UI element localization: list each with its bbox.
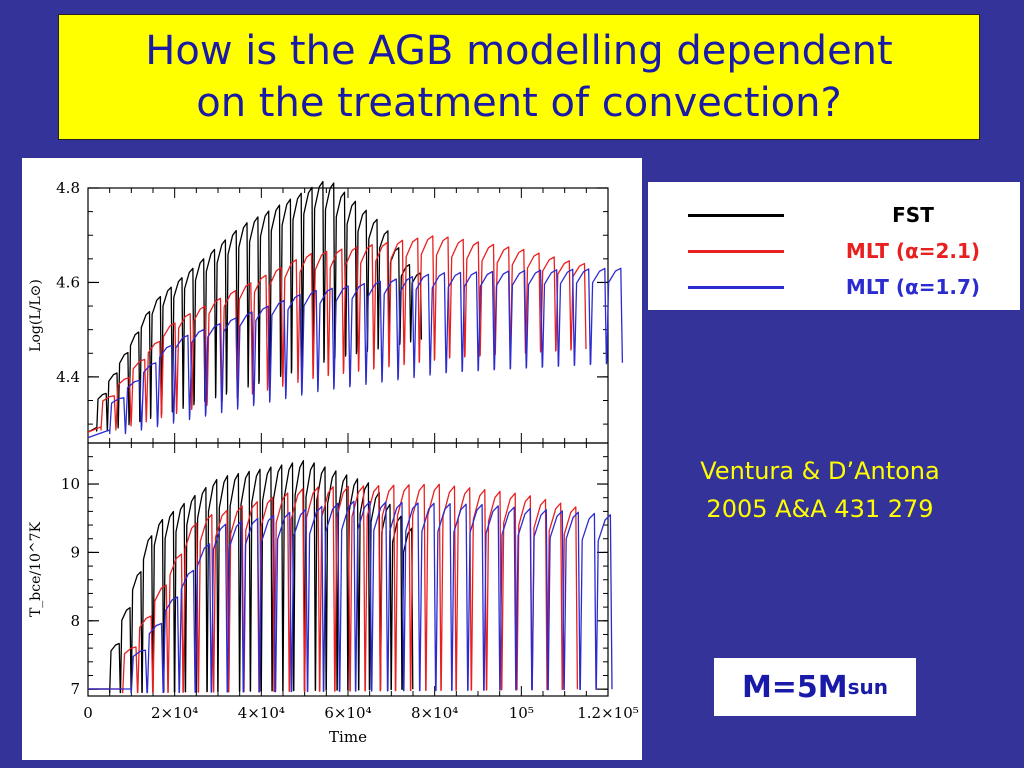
y-axis-label-0: Log(L/L⊙) <box>28 279 44 352</box>
y-tick-label: 8 <box>70 612 80 630</box>
citation-reference: 2005 A&A 431 279 <box>706 495 934 523</box>
title-line-1: How is the AGB modelling dependent <box>145 28 893 74</box>
x-tick-label: 0 <box>83 704 93 722</box>
luminosity-temperature-chart: 4.4 4.6 4.8 Log(L/L⊙) 7 8 9 10 T_bce/10^7K 0 2×10… <box>28 179 639 746</box>
legend-label-mlt-2-1: MLT (α=2.1) <box>845 239 981 263</box>
y-tick-label: 4.8 <box>56 179 80 197</box>
y-tick-label: 9 <box>70 543 80 561</box>
y-tick-label: 4.6 <box>56 273 80 291</box>
x-axis-label: Time <box>329 728 367 746</box>
y-tick-label: 7 <box>70 680 80 698</box>
series-line-fst-0 <box>87 180 423 433</box>
mass-label: M=5M sun <box>714 658 916 716</box>
bottom-panel-temperature: 7 8 9 10 T_bce/10^7K 0 2×10⁴ 4×10⁴ 6×10⁴ 8×10⁴ 10⁵… <box>28 442 639 746</box>
panel-frame-0 <box>87 187 609 444</box>
x-tick-label: 8×10⁴ <box>411 704 458 722</box>
x-tick-label: 4×10⁴ <box>238 704 285 722</box>
series-line-mlt-1-7-1 <box>88 500 613 694</box>
mass-label-sub: sun <box>847 675 889 699</box>
legend-label-mlt-1-7: MLT (α=1.7) <box>845 275 981 299</box>
x-tick-label: 6×10⁴ <box>324 704 371 722</box>
legend: FST MLT (α=2.1) MLT (α=1.7) <box>648 182 1020 310</box>
slide-title: How is the AGB modelling dependent on th… <box>58 14 980 140</box>
legend-swatch-fst <box>688 214 784 217</box>
x-tick-label: 1.2×10⁵ <box>577 704 639 722</box>
legend-swatch-mlt-2-1 <box>688 250 784 253</box>
y-tick-label: 4.4 <box>56 368 80 386</box>
legend-swatch-mlt-1-7 <box>688 286 784 289</box>
x-tick-label: 10⁵ <box>509 704 534 722</box>
legend-entry-fst: FST <box>648 200 1020 230</box>
y-axis-label-1: T_bce/10^7K <box>28 521 44 617</box>
citation-authors: Ventura & D’Antona <box>700 457 940 485</box>
y-tick-label: 10 <box>61 475 80 493</box>
legend-label-fst: FST <box>892 203 934 227</box>
title-line-2: on the treatment of convection? <box>196 80 842 126</box>
legend-entry-mlt-1-7: MLT (α=1.7) <box>648 272 1020 302</box>
chart-panel: 4.4 4.6 4.8 Log(L/L⊙) 7 8 9 10 T_bce/10^7K 0 2×10… <box>22 158 642 760</box>
mass-label-main: M=5M <box>741 669 848 705</box>
series-line-mlt-2-1-1 <box>88 483 579 694</box>
series-line-mlt-1-7-0 <box>87 267 624 439</box>
x-tick-label: 2×10⁴ <box>151 704 198 722</box>
series-line-mlt-2-1-0 <box>87 235 587 433</box>
series-line-fst-1 <box>88 460 414 694</box>
citation: Ventura & D’Antona 2005 A&A 431 279 <box>650 452 990 528</box>
legend-entry-mlt-2-1: MLT (α=2.1) <box>648 236 1020 266</box>
top-panel-luminosity: 4.4 4.6 4.8 Log(L/L⊙) <box>28 179 624 444</box>
